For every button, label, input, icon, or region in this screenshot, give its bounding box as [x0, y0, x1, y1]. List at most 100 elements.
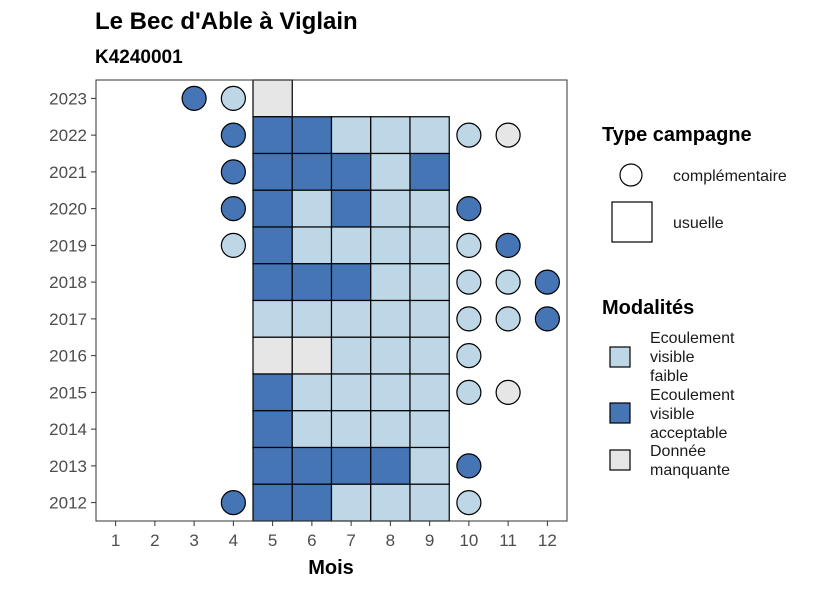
- x-tick-label-1: 1: [111, 531, 120, 550]
- legend-fill-title: Modalités: [602, 297, 694, 319]
- x-tick-label-5: 5: [268, 531, 277, 550]
- cell-2016-8: [370, 336, 411, 375]
- cell-2019-9: [409, 226, 450, 265]
- cell-2015-6: [291, 373, 333, 412]
- cell-2017-8: [370, 299, 411, 338]
- panel-border: [95, 79, 568, 522]
- cell-2020-8: [370, 189, 411, 228]
- point-2013-10: [456, 453, 482, 479]
- point-2012-4: [220, 490, 246, 516]
- cell-2015-8: [370, 373, 411, 412]
- legend-key-faible: [609, 346, 631, 368]
- x-tick-label-12: 12: [538, 531, 557, 550]
- y-tick-label-2017: 2017: [49, 310, 87, 329]
- cell-2019-8: [370, 226, 411, 265]
- chart-subtitle: K4240001: [95, 47, 183, 68]
- cell-2021-6: [291, 152, 333, 191]
- plot-marks: [181, 79, 560, 522]
- legend-label-faible: Ecoulement visible faible: [650, 330, 735, 385]
- cell-2018-5: [252, 263, 293, 302]
- cell-2020-7: [330, 189, 372, 228]
- point-2022-4: [220, 122, 246, 148]
- y-tick-label-2012: 2012: [49, 494, 87, 513]
- y-tick-label-2023: 2023: [49, 89, 87, 108]
- cell-2012-6: [291, 483, 333, 522]
- point-2018-10: [456, 269, 482, 295]
- point-2019-4: [220, 232, 246, 258]
- point-2015-10: [456, 379, 482, 405]
- point-2019-10: [456, 232, 482, 258]
- point-2023-3: [181, 85, 207, 111]
- cell-2018-7: [330, 263, 372, 302]
- cell-2022-6: [291, 116, 333, 155]
- y-tick-label-2014: 2014: [49, 420, 87, 439]
- cell-2012-9: [409, 483, 450, 522]
- legend-key-acceptable: [609, 402, 631, 424]
- cell-2020-6: [291, 189, 333, 228]
- y-tick-label-2013: 2013: [49, 457, 87, 476]
- legend-type-campagne: Type campagne complémentaire usuelle: [602, 124, 787, 243]
- cell-2015-5: [252, 373, 293, 412]
- cell-2019-7: [330, 226, 372, 265]
- x-tick-label-10: 10: [459, 531, 478, 550]
- cell-2021-8: [370, 152, 411, 191]
- point-2020-4: [220, 196, 246, 222]
- y-tick-label-2022: 2022: [49, 126, 87, 145]
- point-2019-11: [495, 232, 521, 258]
- cell-2018-8: [370, 263, 411, 302]
- cell-2014-6: [291, 410, 333, 449]
- point-2017-11: [495, 306, 521, 332]
- x-tick-label-7: 7: [346, 531, 355, 550]
- x-tick-label-8: 8: [386, 531, 395, 550]
- cell-2021-7: [330, 152, 372, 191]
- cell-2014-9: [409, 410, 450, 449]
- cell-2019-5: [252, 226, 293, 265]
- cell-2018-6: [291, 263, 333, 302]
- point-2018-11: [495, 269, 521, 295]
- point-2018-12: [534, 269, 560, 295]
- cell-2017-6: [291, 299, 333, 338]
- point-2023-4: [220, 85, 246, 111]
- y-axis: 2012 2013 2014 2015 2016 2017 2018 2019 2020 2021…: [49, 89, 96, 513]
- legend-shape-title: Type campagne: [602, 124, 752, 146]
- x-tick-label-2: 2: [150, 531, 159, 550]
- point-2012-10: [456, 490, 482, 516]
- cell-2023-5: [252, 79, 293, 118]
- legend-modalites: Modalités Ecoulement visible faibleEcoulem…: [602, 297, 735, 479]
- chart-title: Le Bec d'Able à Viglain: [95, 8, 358, 35]
- cell-2012-5: [252, 483, 293, 522]
- cell-2014-5: [252, 410, 293, 449]
- cell-2018-9: [409, 263, 450, 302]
- cell-2022-7: [330, 116, 372, 155]
- point-2015-11: [495, 379, 521, 405]
- legend-label-usuelle: usuelle: [673, 215, 724, 232]
- y-tick-label-2015: 2015: [49, 383, 87, 402]
- legend-label-complementaire: complémentaire: [673, 168, 787, 185]
- y-tick-label-2020: 2020: [49, 200, 87, 219]
- cell-2020-9: [409, 189, 450, 228]
- y-tick-label-2021: 2021: [49, 163, 87, 182]
- cell-2017-5: [252, 299, 293, 338]
- cell-2013-7: [330, 446, 372, 485]
- point-2017-12: [534, 306, 560, 332]
- cell-2013-9: [409, 446, 450, 485]
- cell-2022-9: [409, 116, 450, 155]
- cell-2014-7: [330, 410, 372, 449]
- cell-2017-7: [330, 299, 372, 338]
- cell-2021-9: [409, 152, 450, 191]
- cell-2012-8: [370, 483, 411, 522]
- cell-2013-8: [370, 446, 411, 485]
- y-tick-label-2016: 2016: [49, 347, 87, 366]
- cell-2016-7: [330, 336, 372, 375]
- legend-label-acceptable: Ecoulement visible acceptable: [650, 387, 735, 442]
- cell-2021-5: [252, 152, 293, 191]
- cell-2015-9: [409, 373, 450, 412]
- legend-key-complementaire: [619, 163, 643, 187]
- x-tick-label-4: 4: [229, 531, 238, 550]
- point-2021-4: [220, 159, 246, 185]
- cell-2015-7: [330, 373, 372, 412]
- x-tick-label-9: 9: [425, 531, 434, 550]
- cell-2016-9: [409, 336, 450, 375]
